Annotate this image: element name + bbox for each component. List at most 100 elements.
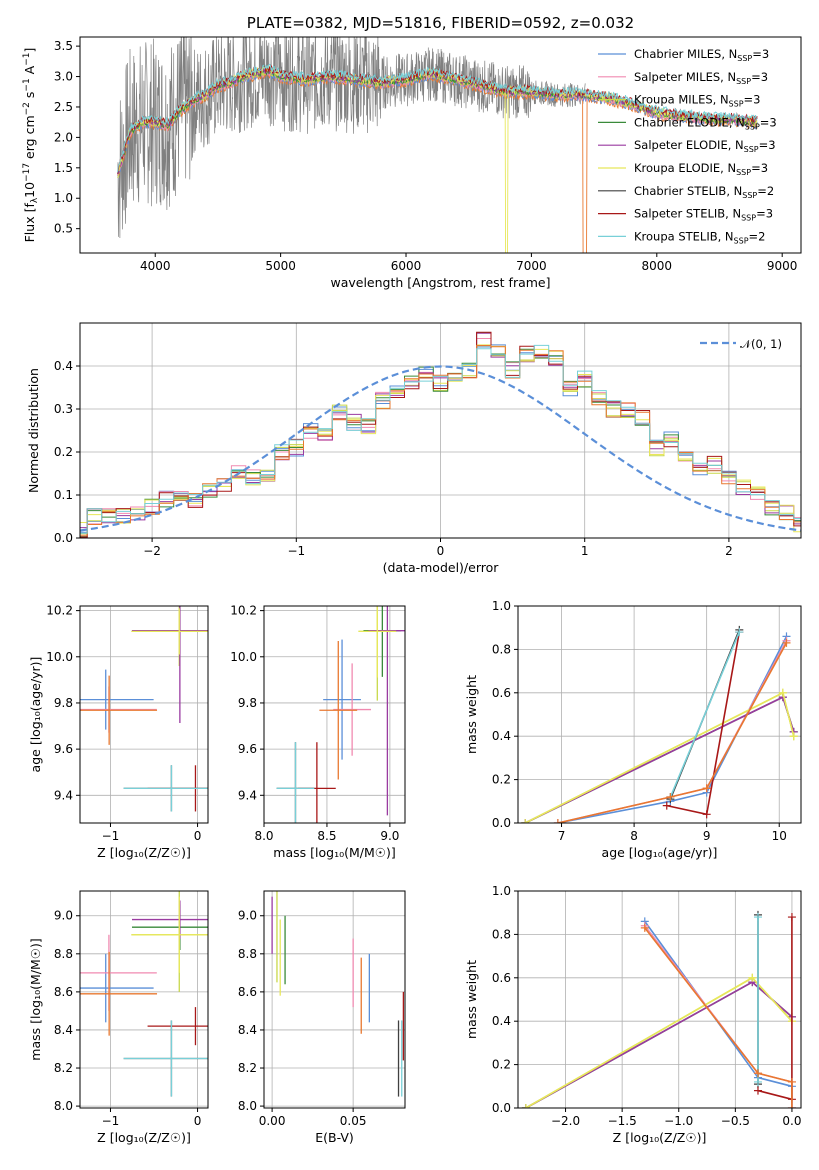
legend-suffix: =3 xyxy=(751,161,768,175)
y-tick-label: 0.0 xyxy=(54,531,73,545)
y-tick-label: 8.4 xyxy=(238,1023,257,1037)
x-tick-label: 9 xyxy=(703,829,711,843)
panel-age_vs_Z: −1 0 9.4 9.6 9.8 10.0 10.2 Z [log₁₀(Z/Z☉)] age [… xyxy=(28,604,209,860)
legend-subscript: SSP xyxy=(744,145,759,154)
legend-entry: Salpeter ELODIE, NSSP=3 xyxy=(634,138,776,154)
plot-area xyxy=(271,891,405,1097)
plot-area xyxy=(80,331,801,538)
weight-point xyxy=(778,688,787,697)
y-tick-label: 8.4 xyxy=(54,1023,73,1037)
y-tick-label: 8.2 xyxy=(54,1061,73,1075)
y-tick-label: 0.4 xyxy=(54,359,73,373)
panel-residuals: −2 −1 0 1 2 0.0 0.1 0.2 0.3 0.4 (data-model)/error… xyxy=(26,322,802,575)
axes-frame xyxy=(517,890,802,1109)
chart-title: PLATE=0382, MJD=51816, FIBERID=0592, z=0… xyxy=(247,14,634,32)
weight-point xyxy=(748,973,757,982)
y-tick-label: 8.0 xyxy=(54,1099,73,1113)
legend-subscript: SSP xyxy=(737,54,752,63)
model-spectrum-krou_stelib xyxy=(117,63,758,173)
y-tick-label: 8.6 xyxy=(238,985,257,999)
y-tick-label: 1.0 xyxy=(54,191,73,205)
weight-point xyxy=(735,628,744,637)
y-tick-label: 1.0 xyxy=(492,884,511,898)
axes-frame xyxy=(263,890,406,1109)
legend-entry: Kroupa ELODIE, NSSP=3 xyxy=(634,161,768,177)
x-tick-label: 1 xyxy=(581,544,589,558)
y-tick-label: 10.0 xyxy=(46,650,73,664)
weight-line xyxy=(644,920,793,1108)
panel-mass_weight_vs_Z: −2.0 −1.5 −1.0 −0.5 0.0 0.0 0.2 0.4 0.6 0.8 1.0 Z [… xyxy=(464,884,802,1145)
y-tick-label: 0.2 xyxy=(492,773,511,787)
weight-point xyxy=(662,801,671,810)
x-tick-label: 0 xyxy=(437,544,445,558)
legend-subscript: SSP xyxy=(745,122,760,131)
y-axis-label: Normed distribution xyxy=(26,368,41,493)
legend-label: Chabrier ELODIE, N xyxy=(634,115,745,129)
weight-point xyxy=(787,1077,796,1086)
y-tick-label: 9.0 xyxy=(54,909,73,923)
y-tick-label: 0.3 xyxy=(54,402,73,416)
y-tick-label: 2.5 xyxy=(54,100,73,114)
legend-label: Kroupa STELIB, N xyxy=(634,229,734,243)
legend-subscript: SSP xyxy=(742,191,757,200)
x-tick-label: 0.05 xyxy=(340,1114,367,1128)
x-tick-label: 10 xyxy=(772,829,787,843)
y-tick-label: 0.8 xyxy=(492,927,511,941)
y-tick-label: 0.4 xyxy=(492,729,511,743)
y-tick-label: 9.8 xyxy=(54,696,73,710)
legend-suffix: =3 xyxy=(760,115,777,129)
plot-area xyxy=(521,910,796,1108)
x-axis-label: Z [log₁₀(Z/Z☉)] xyxy=(97,1130,191,1145)
y-tick-label: 0.1 xyxy=(54,488,73,502)
panel-age_vs_mass: 8.0 8.5 9.0 9.4 9.6 9.8 10.0 10.2 mass [log₁₀(M/… xyxy=(230,604,406,860)
x-tick-label: 9000 xyxy=(767,259,798,273)
legend-entry: Kroupa STELIB, NSSP=2 xyxy=(634,229,765,245)
axes-frame xyxy=(79,890,209,1109)
legend-label: Kroupa ELODIE, N xyxy=(634,161,736,175)
y-tick-label: 8.6 xyxy=(54,985,73,999)
y-tick-label: 3.5 xyxy=(54,39,73,53)
histogram-krou_elodie xyxy=(80,344,801,533)
y-tick-label: 0.0 xyxy=(492,1101,511,1115)
axes-frame xyxy=(79,605,209,824)
x-tick-label: 2 xyxy=(725,544,733,558)
weight-point xyxy=(787,913,796,922)
y-tick-label: 0.6 xyxy=(492,971,511,985)
y-tick-label: 9.6 xyxy=(54,742,73,756)
y-label-part: λ xyxy=(30,197,40,203)
plot-area xyxy=(276,606,405,823)
x-tick-label: −2 xyxy=(143,544,161,558)
histogram-orange xyxy=(80,345,801,536)
histogram-chab_miles xyxy=(80,344,801,533)
panel-mass_weight_vs_age: 7 8 9 10 0.0 0.2 0.4 0.6 0.8 1.0 age [log₁₀(age/yr… xyxy=(464,599,802,860)
x-tick-label: −1 xyxy=(102,1114,120,1128)
legend-label: Kroupa MILES, N xyxy=(634,93,729,107)
x-tick-label: 8000 xyxy=(642,259,673,273)
weight-line xyxy=(669,631,741,798)
y-axis-label: age [log₁₀(age/yr)] xyxy=(28,657,43,773)
x-axis-label: (data-model)/error xyxy=(383,560,500,575)
y-axis-label: mass [log₁₀(M/M☉)] xyxy=(28,938,43,1060)
weight-point xyxy=(753,1077,762,1086)
weight-line xyxy=(757,917,793,1101)
legend-suffix: =3 xyxy=(756,207,773,221)
y-label-part: 10 xyxy=(22,182,37,198)
y-axis-label: mass weight xyxy=(464,675,479,754)
legend-entry: Chabrier ELODIE, NSSP=3 xyxy=(634,115,777,131)
y-tick-label: 10.2 xyxy=(46,604,73,618)
legend-entry: Salpeter MILES, NSSP=3 xyxy=(634,70,768,86)
weight-point xyxy=(702,784,711,793)
y-tick-label: 0.0 xyxy=(492,816,511,830)
y-tick-label: 1.5 xyxy=(54,161,73,175)
legend-label: Salpeter MILES, N xyxy=(634,70,736,84)
weight-point xyxy=(753,913,762,922)
y-tick-label: 10.0 xyxy=(230,650,257,664)
y-axis-label: mass weight xyxy=(464,960,479,1039)
y-tick-label: 0.6 xyxy=(492,686,511,700)
legend-suffix: =3 xyxy=(751,70,768,84)
plot-area xyxy=(80,606,208,812)
x-tick-label: −1 xyxy=(287,544,305,558)
weight-point xyxy=(666,792,675,801)
panel-mass_vs_ebv: 0.00 0.05 8.0 8.2 8.4 8.6 8.8 9.0 E(B-V) xyxy=(238,890,406,1145)
